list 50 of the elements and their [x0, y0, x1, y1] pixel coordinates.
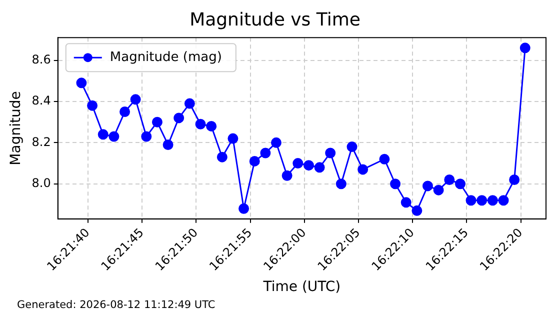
point [303, 160, 314, 171]
point [98, 129, 108, 140]
point [141, 131, 152, 142]
legend-label: Magnitude (mag) [110, 50, 222, 65]
point [162, 139, 174, 150]
point [228, 133, 238, 144]
point [379, 154, 390, 164]
point [260, 148, 271, 158]
point [358, 164, 368, 175]
y-tick-label: 8.0 [32, 176, 51, 190]
point [509, 174, 520, 186]
point [520, 42, 530, 54]
chart-title: Magnitude vs Time [190, 9, 360, 30]
text: Generated: 2026-08-12 11:12:49 UTC [17, 299, 216, 311]
point [336, 178, 346, 190]
point [216, 152, 228, 162]
y-tick-label: 8.6 [32, 52, 51, 66]
point [444, 174, 455, 186]
point [412, 205, 422, 216]
point [130, 94, 141, 105]
point [195, 118, 206, 130]
point [120, 106, 130, 118]
point [466, 195, 476, 206]
point [87, 100, 98, 111]
point [454, 178, 466, 190]
point [433, 184, 444, 196]
point [390, 178, 401, 190]
point [206, 120, 217, 132]
point [422, 180, 433, 192]
point [174, 112, 184, 124]
x-axis-title: Time (UTC) [262, 279, 341, 296]
point [314, 162, 325, 173]
point [249, 156, 260, 166]
point [400, 197, 412, 208]
point [270, 137, 282, 148]
y-axis-title: Magnitude [8, 91, 24, 166]
point [292, 158, 304, 169]
point [476, 195, 488, 206]
y-tick-label: 8.4 [32, 94, 51, 108]
point [152, 116, 162, 128]
point [325, 148, 336, 158]
y-tick-label: 8.2 [32, 134, 51, 149]
point [498, 195, 509, 206]
point [184, 98, 195, 109]
point [346, 142, 358, 152]
point [487, 195, 498, 206]
point [76, 78, 87, 88]
point [282, 170, 292, 181]
point [238, 203, 250, 214]
point [108, 131, 120, 142]
